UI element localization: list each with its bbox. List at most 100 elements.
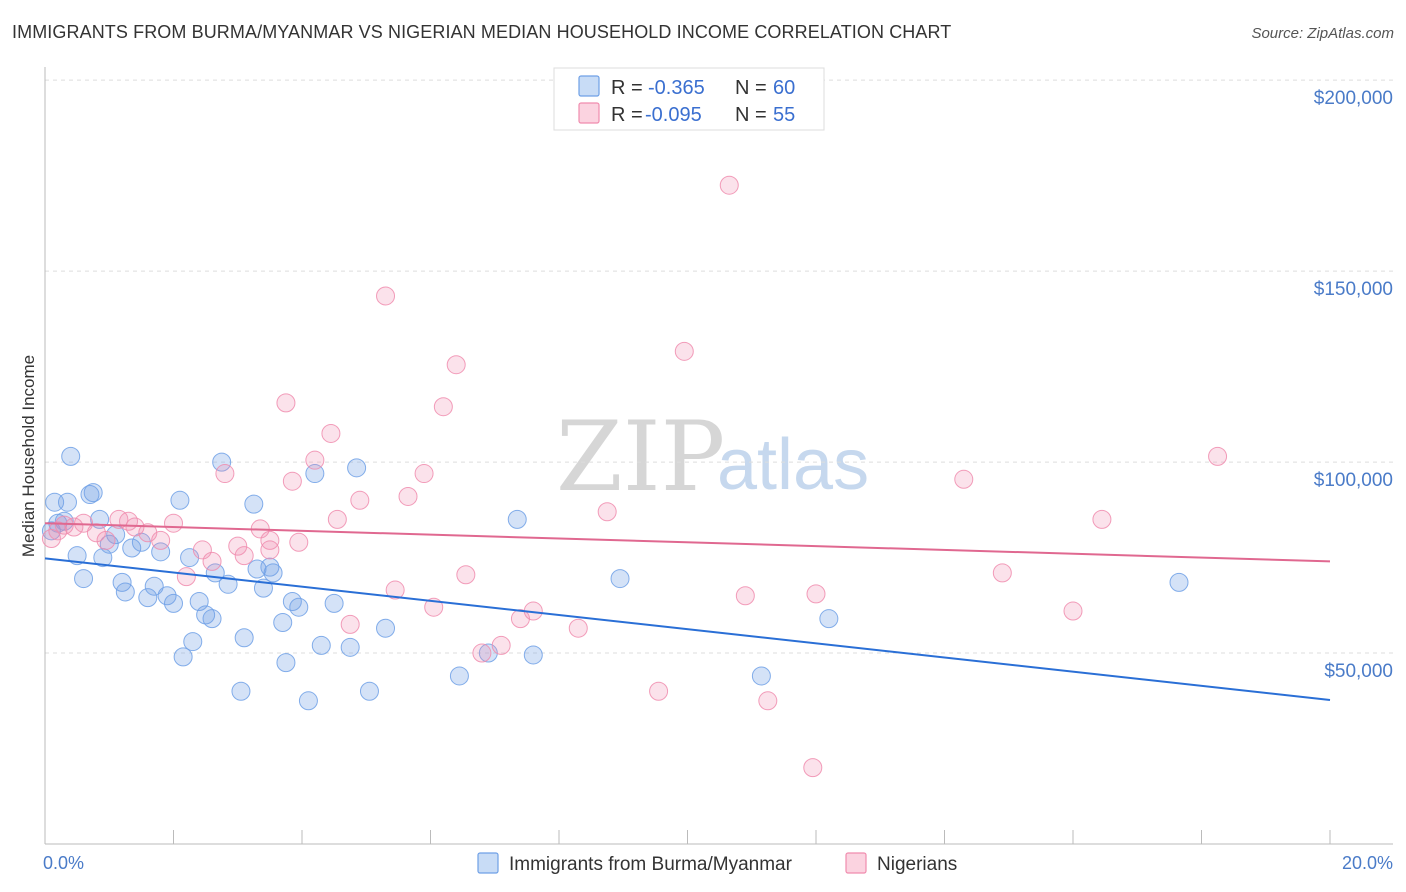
burma-point-36	[260, 557, 280, 577]
nigerian-point-27	[327, 509, 347, 529]
bottom-legend-label-nigerians: Nigerians	[877, 854, 957, 875]
burma-point-10	[99, 534, 119, 554]
chart-title: IMMIGRANTS FROM BURMA/MYANMAR VS NIGERIA…	[12, 22, 952, 42]
burma-point-17	[144, 576, 164, 596]
nigerian-point-33	[414, 464, 434, 484]
nigerian-point-44	[649, 681, 669, 701]
legend-swatch-nigerians	[578, 102, 600, 124]
nigerian-point-54	[1092, 509, 1112, 529]
nigerian-point-3	[64, 517, 84, 537]
burma-point-33	[244, 494, 264, 514]
nigerian-point-15	[202, 551, 222, 571]
burma-point-42	[298, 691, 318, 711]
nigerian-point-52	[992, 563, 1012, 583]
burma-point-45	[324, 593, 344, 613]
legend-n-value-nigerians: 55	[773, 104, 795, 126]
legend-n-label-burma: N =	[735, 77, 767, 99]
nigerian-point-0	[41, 528, 61, 548]
nigerian-point-2	[54, 515, 74, 535]
burma-point-50	[449, 666, 469, 686]
nigerian-point-48	[758, 691, 778, 711]
nigerian-point-39	[491, 635, 511, 655]
nigerian-point-25	[305, 450, 325, 470]
burma-point-27	[202, 609, 222, 629]
nigerian-point-53	[1063, 601, 1083, 621]
legend-n-label-nigerians: N =	[735, 104, 767, 126]
burma-point-53	[523, 645, 543, 665]
burma-point-16	[138, 588, 158, 608]
burma-point-37	[263, 563, 283, 583]
nigerian-point-7	[109, 509, 129, 529]
burma-point-49	[376, 618, 396, 638]
nigerian-point-42	[568, 618, 588, 638]
nigerian-point-37	[456, 565, 476, 585]
nigerian-point-26	[321, 423, 341, 443]
watermark-atlas: atlas	[717, 425, 869, 505]
burma-point-19	[157, 586, 177, 606]
burma-point-41	[289, 597, 309, 617]
burma-trendline	[44, 557, 1331, 702]
burma-point-6	[80, 485, 100, 505]
y-tick-label-150000: $150,000	[1314, 279, 1393, 300]
nigerian-point-30	[376, 286, 396, 306]
burma-point-21	[170, 490, 190, 510]
legend-r-value-nigerians: -0.095	[645, 104, 702, 126]
legend-r-label-nigerians: R =	[611, 104, 643, 126]
series-legend: Immigrants from Burma/Myanmar Nigerians	[477, 852, 957, 875]
burma-point-31	[231, 681, 251, 701]
burma-point-13	[115, 582, 135, 602]
burma-point-58	[41, 521, 61, 541]
nigerian-point-38	[472, 643, 492, 663]
x-axis-ticks	[44, 830, 1331, 844]
nigerian-point-43	[597, 502, 617, 522]
nigerian-point-24	[289, 532, 309, 552]
burma-point-3	[61, 446, 81, 466]
legend-r-value-burma: -0.365	[648, 77, 705, 99]
burma-point-5	[74, 569, 94, 589]
burma-point-55	[751, 666, 771, 686]
nigerian-point-47	[735, 586, 755, 606]
burma-point-39	[276, 653, 296, 673]
nigerian-point-50	[806, 584, 826, 604]
nigerian-point-32	[398, 486, 418, 506]
nigerian-point-20	[260, 540, 280, 560]
burma-point-14	[122, 538, 142, 558]
nigerian-point-17	[228, 536, 248, 556]
nigerian-point-21	[260, 530, 280, 550]
nigerian-point-55	[1208, 446, 1228, 466]
nigerian-point-28	[340, 614, 360, 634]
legend-r-label-burma: R =	[611, 77, 643, 99]
bottom-legend-label-burma: Immigrants from Burma/Myanmar	[509, 854, 793, 875]
bottom-legend-swatch-burma	[477, 852, 499, 874]
nigerian-point-51	[954, 469, 974, 489]
nigerian-point-11	[151, 530, 171, 550]
nigerian-point-23	[282, 471, 302, 491]
burma-point-18	[151, 542, 171, 562]
nigerian-point-35	[433, 397, 453, 417]
burma-point-44	[311, 635, 331, 655]
burma-point-20	[164, 593, 183, 613]
burma-point-38	[273, 612, 293, 632]
burma-point-2	[57, 492, 77, 512]
burma-point-29	[212, 452, 232, 472]
gridlines	[45, 79, 1393, 654]
nigerian-point-29	[350, 490, 370, 510]
nigerian-point-36	[446, 355, 466, 375]
nigerian-point-22	[276, 393, 296, 413]
burma-point-32	[234, 628, 254, 648]
nigerian-point-16	[215, 464, 235, 484]
burma-point-46	[340, 637, 360, 657]
burma-point-48	[359, 681, 379, 701]
y-tick-label-100000: $100,000	[1314, 470, 1393, 491]
burma-point-43	[305, 464, 325, 484]
correlation-legend: R = -0.365 N = 60 R = -0.095 N = 55	[553, 67, 825, 131]
nigerian-point-18	[234, 546, 254, 566]
legend-n-value-burma: 60	[773, 77, 795, 99]
nigerian-point-45	[674, 341, 694, 361]
burma-point-56	[819, 609, 839, 629]
y-axis-label: Median Household Income	[19, 355, 38, 557]
x-tick-label-min: 0.0%	[43, 853, 84, 873]
trendlines	[44, 522, 1331, 702]
nigerian-point-12	[164, 513, 183, 533]
